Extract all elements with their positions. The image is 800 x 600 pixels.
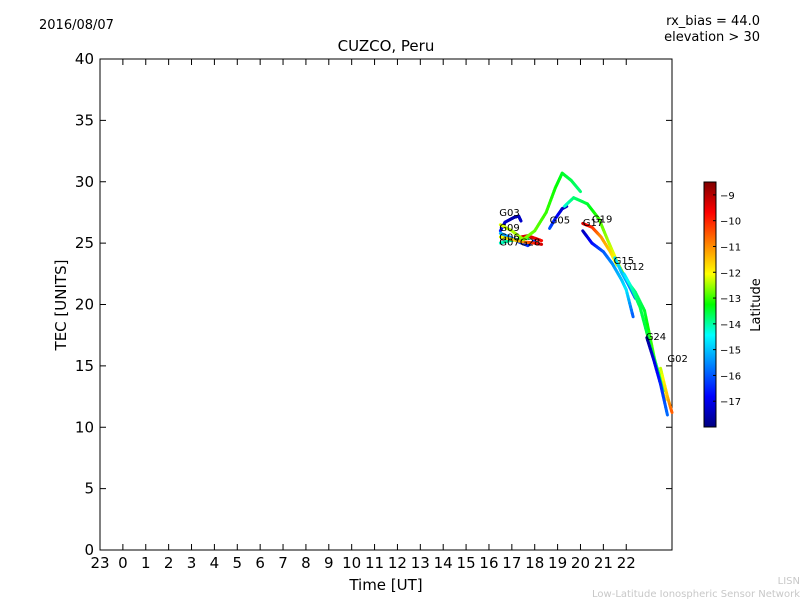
x-tick-label: 10 [342, 554, 361, 572]
x-tick-label: 18 [525, 554, 544, 572]
series-g05 [498, 171, 582, 241]
series-label-g19: G19 [592, 214, 612, 225]
elevation-label: elevation > 30 [664, 30, 760, 45]
y-tick-label: 15 [75, 357, 94, 375]
y-axis-label: TEC [UNITS] [52, 260, 70, 352]
series-label-g05: G05 [550, 215, 570, 226]
x-axis: 23 0 1 2 3 4 5 6 7 8 9 10 11 12 13 14 15 16 17 18 19 20 21 22 [90, 59, 636, 572]
x-tick-label: 7 [278, 554, 288, 572]
x-tick-label: 14 [434, 554, 453, 572]
colorbar-tick-label: −13 [720, 294, 741, 305]
colorbar-ticks: −9 −10 −11 −12 −13 −14 −15 −16 −17 [713, 191, 741, 408]
x-tick-label: 1 [141, 554, 151, 572]
x-tick-label: 17 [502, 554, 521, 572]
colorbar-tick-label: −11 [720, 242, 741, 253]
x-tick-label: 4 [210, 554, 220, 572]
series-label-g03: G03 [499, 208, 519, 219]
x-axis-label: Time [UT] [348, 576, 422, 594]
series-point [665, 409, 669, 417]
series-g24 [645, 336, 669, 417]
x-tick-label: 8 [301, 554, 311, 572]
credit-long: Low-Latitude Ionospheric Sensor Network [592, 589, 800, 600]
plot-frame [99, 58, 673, 551]
colorbar-tick-label: −12 [720, 268, 741, 279]
y-tick-label: 5 [84, 480, 94, 498]
colorbar [703, 181, 717, 428]
colorbar-tick-label: −17 [720, 397, 741, 408]
series-label-g09: G09 [499, 223, 519, 234]
series-point [577, 188, 582, 194]
x-tick-label: 0 [118, 554, 128, 572]
x-tick-label: 20 [571, 554, 590, 572]
series-g07 [498, 235, 544, 246]
x-tick-label: 13 [411, 554, 430, 572]
series-g17 [581, 229, 635, 319]
colorbar-label: Latitude [749, 278, 764, 332]
x-tick-label: 21 [594, 554, 613, 572]
x-tick-label: 23 [90, 554, 109, 572]
series-label-g28: G28 [520, 238, 540, 249]
series-label-g17: G17 [583, 218, 603, 229]
x-tick-label: 19 [548, 554, 567, 572]
y-tick-label: 10 [75, 418, 94, 436]
colorbar-tick-label: −16 [720, 371, 741, 382]
x-tick-label: 22 [617, 554, 636, 572]
series-label-g02: G02 [667, 354, 687, 365]
series-point [630, 311, 635, 319]
y-tick-label: 40 [75, 50, 94, 68]
x-tick-label: 16 [479, 554, 498, 572]
y-tick-label: 35 [75, 111, 94, 129]
x-tick-label: 5 [233, 554, 243, 572]
y-tick-label: 25 [75, 234, 94, 252]
x-tick-label: 6 [255, 554, 265, 572]
colorbar-tick-label: −14 [720, 320, 741, 331]
x-tick-label: 11 [365, 554, 384, 572]
series-point [532, 239, 537, 243]
colorbar-tick-label: −15 [720, 346, 741, 357]
y-axis: 0 5 10 15 20 25 30 35 40 [75, 50, 672, 559]
y-tick-label: 20 [75, 296, 94, 314]
series-g02 [659, 366, 674, 415]
x-tick-label: 3 [187, 554, 197, 572]
series-label-g07: G07 [499, 238, 519, 249]
series-label-g24: G24 [646, 332, 666, 343]
plot-area [99, 58, 673, 551]
colorbar-gradient [703, 181, 717, 428]
x-tick-label: 9 [324, 554, 334, 572]
date-label: 2016/08/07 [39, 18, 114, 33]
series-point [669, 409, 674, 415]
series-layer [498, 171, 674, 417]
x-tick-label: 2 [164, 554, 174, 572]
y-tick-label: 30 [75, 173, 94, 191]
y-tick-label: 0 [84, 541, 94, 559]
series-label-g12: G12 [624, 262, 644, 273]
series-label-g06: G06 [499, 233, 519, 244]
x-tick-label: 12 [388, 554, 407, 572]
chart-title: CUZCO, Peru [337, 37, 435, 55]
credit-short: LISN [777, 576, 800, 587]
series-label-g15: G15 [614, 256, 634, 267]
x-tick-label: 15 [457, 554, 476, 572]
colorbar-tick-label: −10 [720, 217, 741, 228]
rx-bias-label: rx_bias = 44.0 [666, 14, 760, 29]
colorbar-tick-label: −9 [720, 191, 735, 202]
